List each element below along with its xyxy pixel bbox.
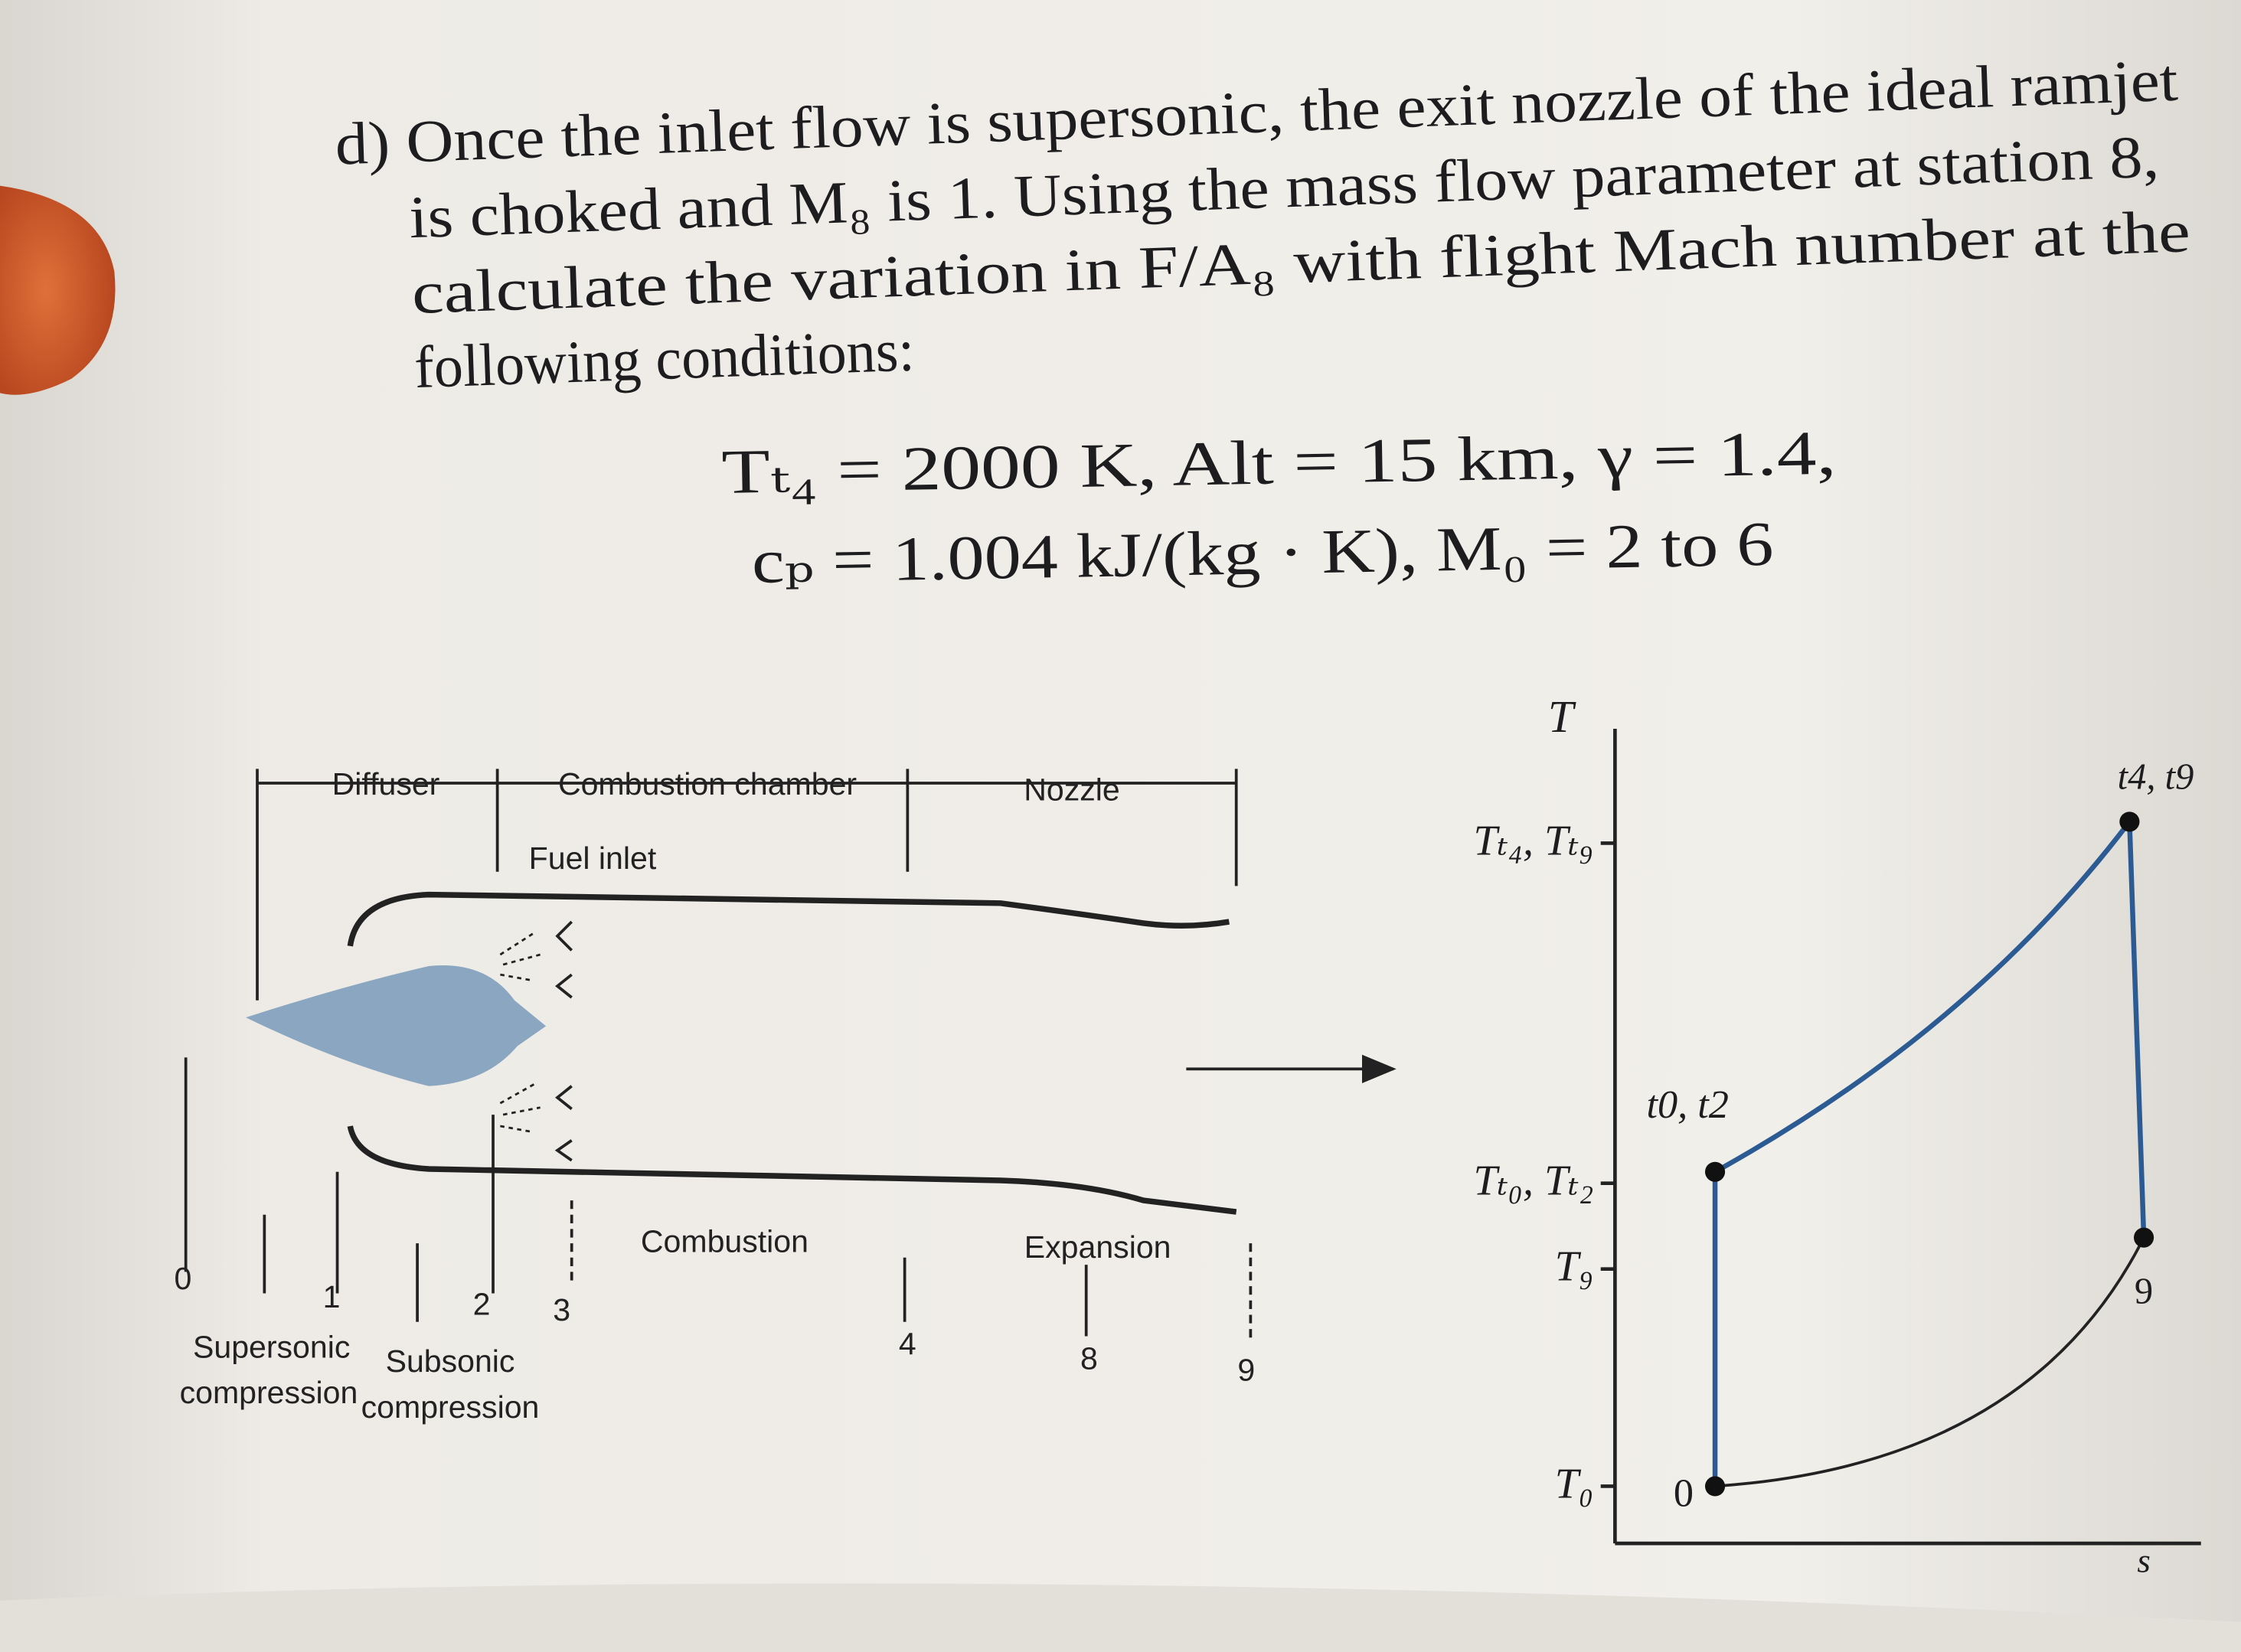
process-label: Combustion [641, 1223, 809, 1259]
ts-diagram [1600, 729, 2201, 1546]
point-label: t4, t9 [2118, 756, 2194, 797]
state-point [2133, 1227, 2154, 1248]
station-label: 4 [899, 1327, 916, 1362]
heat-rejection-curve [1714, 1236, 2145, 1488]
station-label: 0 [175, 1261, 192, 1296]
state-point [2119, 811, 2140, 832]
compression-label: Supersonic [193, 1329, 350, 1364]
engine-diagram [184, 769, 1397, 1343]
point-label: 0 [1674, 1471, 1694, 1516]
station-label: 2 [473, 1286, 491, 1321]
compression-label: Subsonic [386, 1343, 515, 1379]
station-label: 3 [553, 1292, 570, 1327]
injectors [554, 920, 573, 1162]
temperature-label: Tₜ₀, Tₜ₂ [1474, 1157, 1594, 1205]
state-point [1704, 1476, 1726, 1497]
temperature-label: T₀ [1555, 1460, 1594, 1507]
point-label: t0, t2 [1646, 1082, 1728, 1127]
axis-label: T [1548, 691, 1576, 742]
section-label: Combustion chamber [558, 766, 857, 802]
state-point [1704, 1161, 1726, 1182]
fuel-inlet-label: Fuel inlet [529, 841, 657, 876]
engine-wall [347, 891, 1230, 947]
process-label: Expansion [1024, 1229, 1171, 1265]
temperature-label: T₉ [1555, 1243, 1594, 1291]
compression-label: compression [180, 1375, 358, 1410]
point-label: 9 [2135, 1272, 2153, 1312]
station-label: 9 [1237, 1352, 1255, 1387]
fuel-spray [499, 930, 541, 1133]
station-label: 8 [1080, 1340, 1098, 1376]
problem-text: d) Once the inlet flow is supersonic, th… [334, 47, 2191, 401]
inlet-spike [246, 965, 547, 1086]
station-label: 1 [323, 1279, 341, 1314]
page-edge [0, 1583, 2241, 1652]
cycle-path [1712, 815, 2147, 1487]
temperature-label: Tₜ₄, Tₜ₉ [1474, 817, 1594, 864]
engine-wall [347, 1125, 1237, 1215]
thumb [0, 185, 116, 395]
section-label: Diffuser [332, 766, 440, 802]
axis-label: s [2137, 1541, 2150, 1579]
compression-label: compression [361, 1389, 540, 1425]
section-label: Nozzle [1024, 772, 1119, 807]
